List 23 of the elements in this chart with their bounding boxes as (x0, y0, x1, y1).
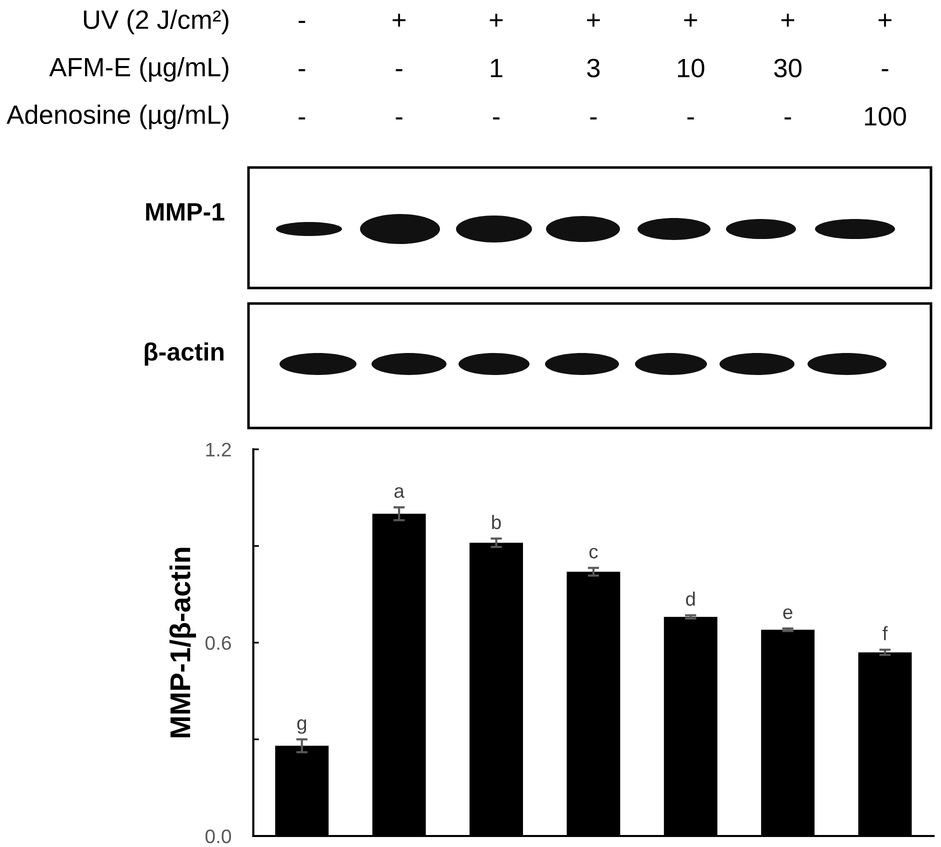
category-label: + 1 - (490, 14, 503, 120)
data-label: g (297, 719, 306, 734)
y-tick-label: 1.2 (206, 442, 231, 456)
y-axis-title: MMP-1/β-actin (169, 548, 196, 738)
data-label: e (783, 608, 792, 620)
text: UV (2 J/cm²) (84, 10, 228, 34)
data-label: c (589, 548, 598, 558)
data-label: d (686, 592, 695, 606)
category-label: + 3 - (587, 14, 600, 120)
text: AFM-E (µg/mL) (49, 57, 228, 82)
y-tick-label: 0.6 (206, 636, 231, 650)
data-label: f (882, 626, 888, 640)
y-tick-label: 0.0 (206, 829, 232, 844)
text: Adenosine (µg/mL) (6, 104, 228, 130)
category-label: - - - (298, 20, 306, 120)
text: β-actin (144, 342, 224, 366)
data-label: b (492, 514, 501, 530)
data-label: a (394, 487, 404, 498)
category-label: + 30 - (774, 14, 802, 120)
category-label: + 10 - (678, 14, 704, 120)
text: MMP-1 (146, 203, 224, 220)
category-label: + - - (392, 14, 406, 120)
category-label: + - 100 (865, 14, 906, 126)
